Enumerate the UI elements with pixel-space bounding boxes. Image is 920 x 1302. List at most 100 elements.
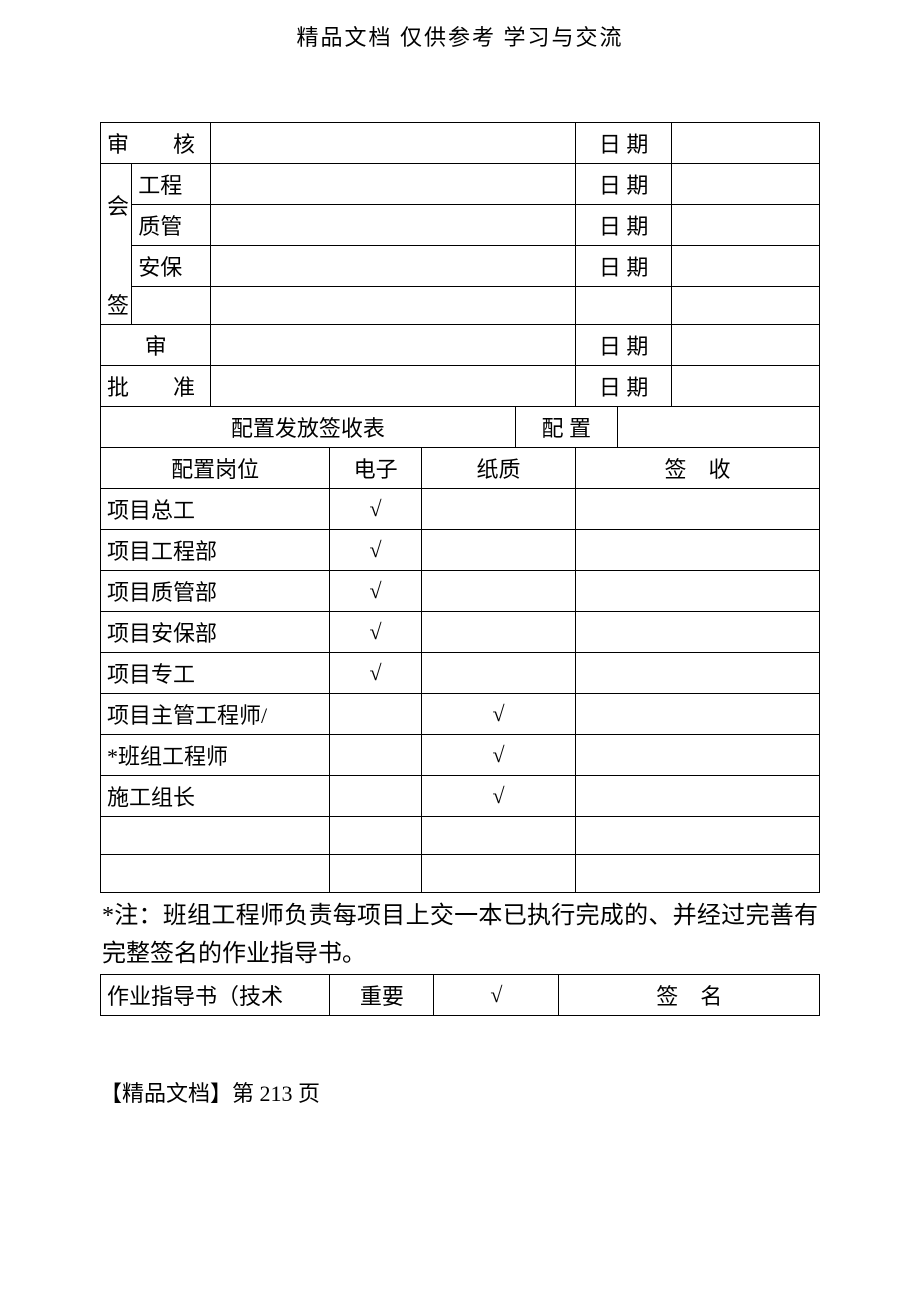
bottom-table: 作业指导书（技术 重要 √ 签 名 bbox=[100, 974, 820, 1016]
note-text: *注：班组工程师负责每项目上交一本已执行完成的、并经过完善有完整签名的作业指导书… bbox=[100, 897, 820, 974]
date-value bbox=[672, 325, 820, 366]
sub-label: 质管 bbox=[132, 205, 211, 246]
sign-cell bbox=[576, 489, 820, 530]
position-cell bbox=[101, 817, 330, 855]
approval-row: 审 日 期 bbox=[101, 325, 820, 366]
position-cell: 项目总工 bbox=[101, 489, 330, 530]
sub-label bbox=[132, 287, 211, 325]
dist-title-row: 配置发放签收表 配 置 bbox=[101, 407, 820, 448]
position-cell: 项目安保部 bbox=[101, 612, 330, 653]
approval-row: 批 准 日 期 bbox=[101, 366, 820, 407]
paper-cell: √ bbox=[421, 694, 575, 735]
paper-cell bbox=[421, 855, 575, 893]
dist-row: *班组工程师 √ bbox=[101, 735, 820, 776]
side-label: 签 bbox=[101, 246, 132, 325]
elec-cell: √ bbox=[330, 571, 422, 612]
position-cell: 项目专工 bbox=[101, 653, 330, 694]
elec-cell bbox=[330, 776, 422, 817]
dist-row: 施工组长 √ bbox=[101, 776, 820, 817]
position-cell bbox=[101, 855, 330, 893]
sign-cell bbox=[576, 653, 820, 694]
paper-cell bbox=[421, 817, 575, 855]
sign-cell bbox=[576, 776, 820, 817]
date-value bbox=[672, 366, 820, 407]
elec-cell bbox=[330, 855, 422, 893]
col-header: 电子 bbox=[330, 448, 422, 489]
dist-row: 项目工程部 √ bbox=[101, 530, 820, 571]
paper-cell bbox=[421, 571, 575, 612]
date-value bbox=[672, 205, 820, 246]
distribution-table: 配置发放签收表 配 置 配置岗位 电子 纸质 签 收 项目总工 √ 项目工程部 … bbox=[100, 407, 820, 893]
paper-cell bbox=[421, 489, 575, 530]
dist-row: 项目质管部 √ bbox=[101, 571, 820, 612]
date-label: 日 期 bbox=[576, 366, 672, 407]
paper-cell bbox=[421, 653, 575, 694]
sign-cell bbox=[576, 855, 820, 893]
paper-cell: √ bbox=[421, 776, 575, 817]
value-cell bbox=[211, 205, 576, 246]
paper-cell bbox=[421, 612, 575, 653]
value-cell bbox=[211, 123, 576, 164]
value-cell bbox=[211, 325, 576, 366]
date-label: 日 期 bbox=[576, 164, 672, 205]
sign-cell bbox=[576, 530, 820, 571]
sub-label: 工程 bbox=[132, 164, 211, 205]
page-header: 精品文档 仅供参考 学习与交流 bbox=[100, 20, 820, 52]
value-cell bbox=[211, 246, 576, 287]
dist-header-row: 配置岗位 电子 纸质 签 收 bbox=[101, 448, 820, 489]
paper-cell: √ bbox=[421, 735, 575, 776]
approval-row bbox=[101, 287, 820, 325]
dist-row: 项目总工 √ bbox=[101, 489, 820, 530]
value-cell bbox=[211, 287, 576, 325]
date-label: 日 期 bbox=[576, 123, 672, 164]
position-cell: *班组工程师 bbox=[101, 735, 330, 776]
sign-label: 签 名 bbox=[559, 974, 820, 1015]
date-label: 日 期 bbox=[576, 246, 672, 287]
col-header: 签 收 bbox=[576, 448, 820, 489]
approval-table: 审 核 日 期 会 工程 日 期 质管 日 期 签 安保 日 期 审 日 期 批… bbox=[100, 122, 820, 407]
sign-cell bbox=[576, 735, 820, 776]
date-value bbox=[672, 164, 820, 205]
date-label: 日 期 bbox=[576, 205, 672, 246]
date-value bbox=[672, 123, 820, 164]
dist-row: 项目专工 √ bbox=[101, 653, 820, 694]
approval-row: 审 核 日 期 bbox=[101, 123, 820, 164]
date-label bbox=[576, 287, 672, 325]
label-cell: 审 bbox=[101, 325, 211, 366]
dist-row bbox=[101, 817, 820, 855]
config-value bbox=[617, 407, 819, 448]
elec-cell: √ bbox=[330, 489, 422, 530]
side-label: 会 bbox=[101, 164, 132, 246]
sign-cell bbox=[576, 612, 820, 653]
config-label: 配 置 bbox=[515, 407, 617, 448]
col-header: 纸质 bbox=[421, 448, 575, 489]
value-cell bbox=[211, 366, 576, 407]
dist-title: 配置发放签收表 bbox=[101, 407, 516, 448]
position-cell: 项目主管工程师/ bbox=[101, 694, 330, 735]
approval-row: 签 安保 日 期 bbox=[101, 246, 820, 287]
sign-cell bbox=[576, 694, 820, 735]
page-footer: 【精品文档】第 213 页 bbox=[100, 1076, 820, 1108]
check-cell: √ bbox=[434, 974, 559, 1015]
elec-cell: √ bbox=[330, 530, 422, 571]
sub-label: 安保 bbox=[132, 246, 211, 287]
value-cell bbox=[211, 164, 576, 205]
date-value bbox=[672, 287, 820, 325]
book-label: 作业指导书（技术 bbox=[101, 974, 330, 1015]
dist-row: 项目安保部 √ bbox=[101, 612, 820, 653]
label-cell: 审 核 bbox=[101, 123, 211, 164]
elec-cell bbox=[330, 694, 422, 735]
label-cell: 批 准 bbox=[101, 366, 211, 407]
elec-cell: √ bbox=[330, 612, 422, 653]
elec-cell bbox=[330, 735, 422, 776]
dist-row bbox=[101, 855, 820, 893]
sign-cell bbox=[576, 571, 820, 612]
sign-cell bbox=[576, 817, 820, 855]
bottom-row: 作业指导书（技术 重要 √ 签 名 bbox=[101, 974, 820, 1015]
elec-cell: √ bbox=[330, 653, 422, 694]
position-cell: 施工组长 bbox=[101, 776, 330, 817]
elec-cell bbox=[330, 817, 422, 855]
approval-row: 质管 日 期 bbox=[101, 205, 820, 246]
col-header: 配置岗位 bbox=[101, 448, 330, 489]
importance-cell: 重要 bbox=[330, 974, 434, 1015]
